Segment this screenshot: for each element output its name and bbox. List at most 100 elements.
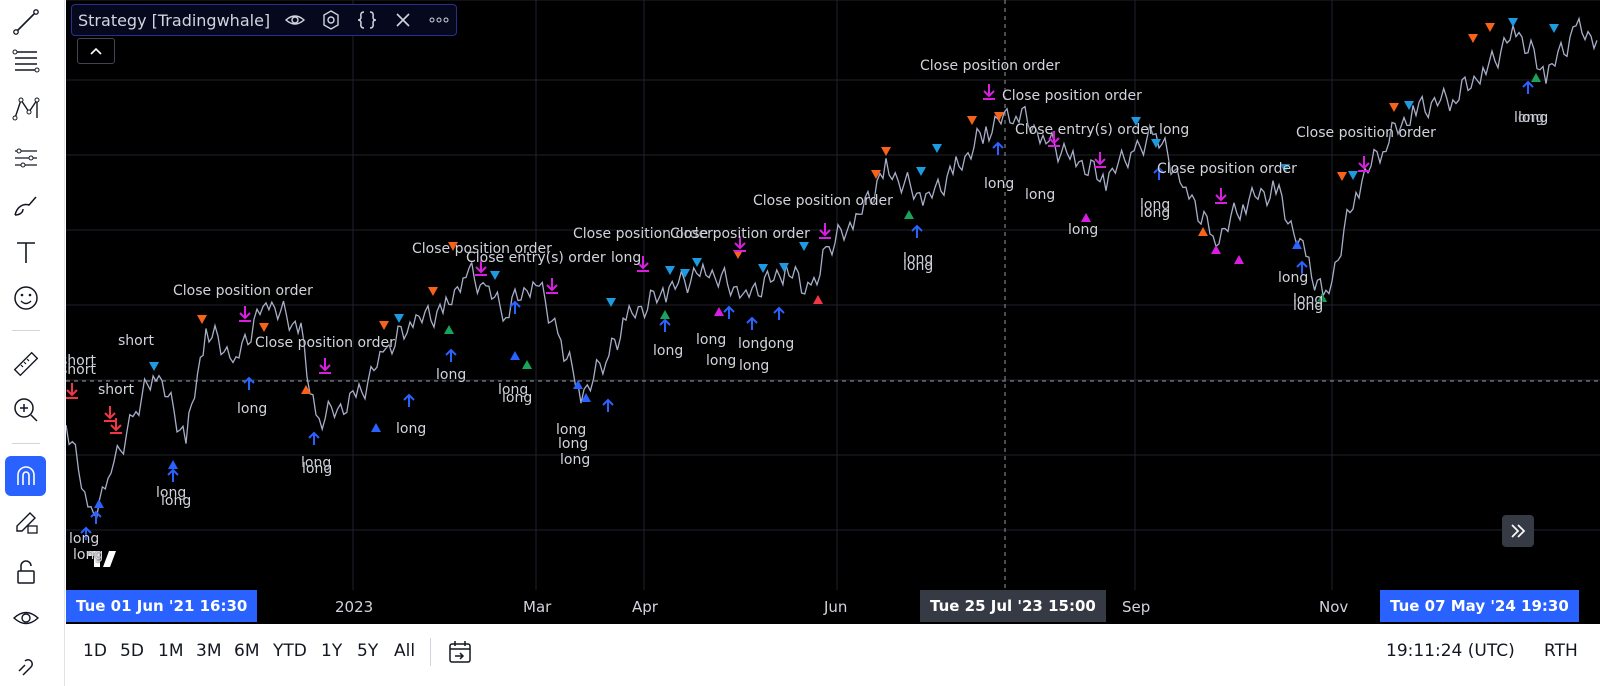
trade-label: short bbox=[66, 353, 96, 369]
session-button[interactable]: RTH bbox=[1544, 641, 1578, 661]
trade-label: long bbox=[69, 531, 100, 547]
trade-label: long bbox=[1140, 205, 1171, 221]
trade-arrow bbox=[475, 260, 487, 276]
collapse-legend-button[interactable] bbox=[77, 38, 115, 64]
text-icon[interactable] bbox=[0, 230, 52, 274]
time-axis[interactable]: Tue 01 Jun '21 16:30 2023 Mar Apr Jun Tu… bbox=[66, 590, 1600, 624]
trade-marker bbox=[259, 323, 269, 332]
trade-arrow bbox=[992, 141, 1004, 155]
range-1y-button[interactable]: 1Y bbox=[321, 641, 343, 661]
trade-label: long bbox=[903, 251, 934, 267]
lock-icon[interactable] bbox=[0, 550, 52, 594]
trade-arrow bbox=[546, 278, 558, 294]
bottom-toolbar: 1D 5D 1M 3M 6M YTD 1Y 5Y All 19:11:24 (U… bbox=[66, 624, 1600, 686]
more-icon[interactable] bbox=[428, 9, 450, 31]
link-icon[interactable] bbox=[0, 642, 52, 686]
trade-marker bbox=[1348, 171, 1358, 180]
trade-label: long bbox=[739, 358, 770, 374]
range-6m-button[interactable]: 6M bbox=[234, 641, 260, 661]
range-1d-button[interactable]: 1D bbox=[83, 641, 107, 661]
measure-icon[interactable] bbox=[0, 342, 52, 386]
range-3m-button[interactable]: 3M bbox=[196, 641, 222, 661]
trade-marker bbox=[904, 210, 914, 219]
double-chevron-right-icon bbox=[1511, 524, 1526, 538]
trade-marker bbox=[1404, 101, 1414, 110]
trade-marker bbox=[197, 315, 207, 324]
trade-arrow bbox=[403, 393, 415, 407]
trade-marker bbox=[994, 112, 1004, 121]
trade-marker bbox=[428, 287, 438, 296]
trade-marker bbox=[1131, 117, 1141, 126]
range-all-button[interactable]: All bbox=[394, 641, 416, 661]
trade-label: long bbox=[764, 336, 795, 352]
trade-marker bbox=[871, 170, 881, 179]
range-5d-button[interactable]: 5D bbox=[120, 641, 144, 661]
chart-pane[interactable]: Strategy [Tradingwhale] Close position o… bbox=[66, 0, 1600, 602]
trade-marker bbox=[1508, 18, 1518, 27]
trade-marker bbox=[758, 264, 768, 273]
brush-icon[interactable] bbox=[0, 184, 52, 228]
trade-label: long bbox=[558, 436, 589, 452]
trade-marker bbox=[1549, 24, 1559, 33]
time-tick: Apr bbox=[632, 598, 658, 616]
trade-marker bbox=[1234, 255, 1244, 264]
trade-marker bbox=[149, 362, 159, 371]
trade-label: Close position order bbox=[573, 226, 713, 242]
trade-arrow bbox=[110, 418, 122, 434]
eye-icon[interactable] bbox=[284, 9, 306, 31]
trade-label: long bbox=[560, 452, 591, 468]
strategy-legend[interactable]: Strategy [Tradingwhale] bbox=[71, 4, 458, 36]
trade-marker bbox=[1317, 293, 1327, 302]
fib-retracement-icon[interactable] bbox=[0, 38, 52, 82]
range-5y-button[interactable]: 5Y bbox=[357, 641, 379, 661]
hide-drawings-icon[interactable] bbox=[0, 596, 52, 640]
magnet-icon[interactable] bbox=[0, 454, 52, 498]
trade-label: Close entry(s) order long bbox=[1015, 122, 1190, 138]
trade-label: Close position order bbox=[670, 226, 810, 242]
trade-label: long bbox=[1068, 222, 1099, 238]
trade-label: Close position order bbox=[920, 58, 1060, 74]
trade-marker bbox=[1280, 164, 1290, 173]
close-icon[interactable] bbox=[392, 9, 414, 31]
trade-arrow bbox=[66, 383, 78, 399]
zoom-in-icon[interactable] bbox=[0, 388, 52, 432]
trade-arrow bbox=[243, 376, 255, 390]
trade-marker bbox=[881, 147, 891, 156]
range-1m-button[interactable]: 1M bbox=[158, 641, 184, 661]
trade-marker bbox=[967, 116, 977, 125]
stay-in-drawing-mode-icon[interactable] bbox=[0, 500, 52, 544]
trade-label: Close position order bbox=[412, 241, 552, 257]
go-to-date-icon[interactable] bbox=[446, 638, 474, 671]
crosshair-time-badge: Tue 25 Jul '23 15:00 bbox=[920, 590, 1106, 622]
trade-marker bbox=[932, 144, 942, 153]
trade-arrow bbox=[1358, 156, 1370, 172]
trade-marker bbox=[692, 258, 702, 267]
trade-label: long bbox=[237, 401, 268, 417]
range-ytd-button[interactable]: YTD bbox=[273, 641, 307, 661]
trade-label: long bbox=[611, 250, 642, 266]
trade-marker bbox=[779, 263, 789, 272]
trade-arrow bbox=[90, 510, 102, 524]
trade-label: Close position order bbox=[1296, 125, 1436, 141]
trade-label: long bbox=[984, 176, 1015, 192]
price-series bbox=[66, 16, 1598, 520]
tradingview-logo bbox=[88, 551, 116, 567]
trade-label: long bbox=[1518, 110, 1549, 126]
emoji-icon[interactable] bbox=[0, 276, 52, 320]
trade-arrow bbox=[723, 305, 735, 319]
trend-line-icon[interactable] bbox=[0, 0, 52, 44]
trade-arrow bbox=[167, 468, 179, 482]
pattern-icon[interactable] bbox=[0, 87, 52, 131]
trade-arrow bbox=[602, 398, 614, 412]
trade-marker bbox=[371, 423, 381, 432]
trade-label: long bbox=[301, 455, 332, 471]
scroll-to-realtime-button[interactable] bbox=[1502, 515, 1534, 547]
time-tick: Mar bbox=[523, 598, 552, 616]
source-code-icon[interactable] bbox=[356, 9, 378, 31]
settings-icon[interactable] bbox=[320, 9, 342, 31]
trade-marker bbox=[573, 380, 583, 389]
trade-arrow bbox=[1296, 260, 1308, 274]
trade-arrow bbox=[239, 306, 251, 322]
prediction-icon[interactable] bbox=[0, 136, 52, 180]
trade-arrow bbox=[637, 256, 649, 272]
